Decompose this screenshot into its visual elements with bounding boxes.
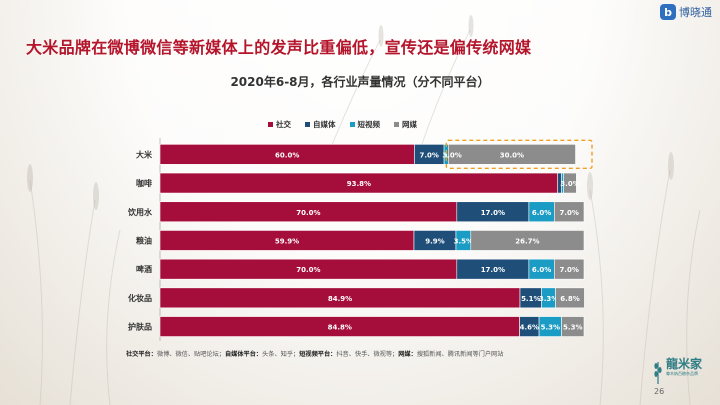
bar-segment	[561, 316, 585, 337]
brand-mark-icon: b	[660, 4, 676, 20]
data-label: 6.0%	[532, 266, 551, 274]
data-label: 3.5%	[454, 237, 473, 245]
legend-label: 网媒	[402, 120, 417, 129]
legend-item-short-video: 短视频	[349, 119, 381, 130]
footnote-key: 短视频平台：	[299, 351, 337, 358]
data-label: 7.0%	[420, 151, 439, 159]
data-label: 3.3%	[539, 295, 558, 303]
category-label: 啤酒	[136, 264, 152, 274]
data-label: 84.8%	[328, 324, 352, 332]
data-label: 6.8%	[560, 295, 579, 303]
legend-swatch	[349, 122, 355, 127]
data-label: 7.0%	[559, 266, 578, 274]
legend-swatch	[268, 122, 273, 127]
footnote-value: 头条、知乎；	[262, 351, 300, 358]
brand-name: 博晓通	[679, 6, 712, 19]
data-label: 3.0%	[442, 151, 461, 159]
logo-name: 龍米家	[666, 357, 703, 371]
data-label: 84.9%	[328, 295, 352, 303]
slide-title: 大米品牌在微博微信等新媒体上的发声比重偏低，宣传还是偏传统网媒	[26, 38, 532, 57]
data-label: 7.0%	[559, 209, 578, 217]
data-label: 1	[444, 151, 449, 159]
footnote-value: 搜狐新闻、腾讯新闻等门户网站	[416, 351, 504, 358]
data-label: 17.0%	[481, 209, 505, 217]
bar-segment	[555, 287, 585, 309]
footnote-value: 微博、微信、贴吧论坛；	[156, 351, 225, 358]
data-label: 60.0%	[275, 151, 299, 159]
category-label: 化妆品	[128, 293, 152, 303]
legend-label: 社交	[276, 120, 291, 129]
footnote-key: 网媒：	[398, 351, 417, 358]
data-label: 59.9%	[275, 237, 299, 245]
data-label: 17.0%	[481, 266, 505, 274]
data-label: 6.0%	[532, 209, 551, 217]
legend-item-social: 社交	[268, 119, 291, 130]
bar-segment	[554, 201, 585, 223]
chart-legend: 社交 自媒体 短视频 网媒	[268, 119, 417, 130]
logo-slogan: 尊木纳百粮杂品牌	[666, 371, 698, 376]
footnote-key: 自媒体平台：	[225, 351, 263, 358]
rice-ear-icon	[654, 362, 662, 384]
data-label: 70.0%	[296, 266, 320, 274]
legend-label: 自媒体	[313, 120, 336, 129]
data-label: 3.0%	[560, 180, 579, 188]
legend-item-self-media: 自媒体	[305, 119, 336, 130]
footnote-value: 抖音、快手、微视等；	[336, 351, 399, 358]
bar-segment	[470, 230, 585, 251]
data-label: 9.9%	[425, 237, 444, 245]
company-logo: 龍米家 尊木纳百粮杂品牌	[652, 358, 702, 384]
page-number: 26	[654, 387, 665, 396]
category-label: 护肤品	[128, 322, 152, 332]
category-label: 粮油	[136, 235, 152, 245]
highlight-box	[445, 139, 593, 170]
category-label: 大米	[136, 149, 153, 159]
logo-text: 龍米家 尊木纳百粮杂品牌	[666, 358, 702, 377]
data-label: 5.3%	[541, 324, 560, 332]
bar-segment	[563, 172, 577, 194]
legend-label: 短视频	[357, 120, 381, 129]
legend-swatch	[394, 122, 399, 127]
data-label: 70.0%	[296, 209, 320, 217]
bar-segment	[448, 144, 576, 165]
chart-title: 2020年6-8月，各行业声量情况（分不同平台）	[230, 75, 490, 89]
footnote: 社交平台：微博、微信、贴吧论坛；自媒体平台：头条、知乎；短视频平台：抖音、快手、…	[126, 349, 503, 358]
footnote-key: 社交平台：	[126, 351, 157, 358]
data-label: 4.6%	[520, 324, 539, 332]
data-label: 30.0%	[500, 151, 524, 159]
category-label: 饮用水	[127, 207, 153, 217]
bar-segment	[554, 258, 585, 280]
data-label: 5.3%	[563, 324, 582, 332]
legend-item-web-media: 网媒	[394, 119, 417, 130]
legend-swatch	[305, 122, 310, 127]
category-label: 咖啡	[136, 178, 152, 188]
brand-logo: b 博晓通	[660, 3, 712, 21]
data-label: 5.1%	[521, 295, 540, 303]
data-label: 93.8%	[347, 180, 371, 188]
data-label: 26.7%	[515, 237, 539, 245]
